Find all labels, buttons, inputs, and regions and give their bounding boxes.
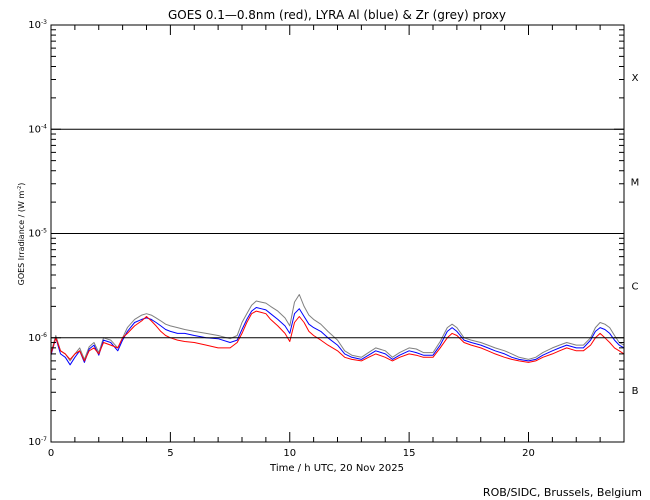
credit-text: ROB/SIDC, Brussels, Belgium: [483, 486, 642, 499]
y-tick-label-4: 10-7: [28, 436, 47, 448]
y-axis-label-main: GOES Irradiance / (W m: [17, 191, 26, 286]
x-tick-label-3: 15: [403, 448, 416, 459]
x-axis-label: Time / h UTC, 20 Nov 2025: [269, 463, 404, 474]
x-tick-label-1: 5: [167, 448, 173, 459]
series-layer: [50, 294, 625, 366]
y-axis-label: GOES Irradiance / (W m-2): [17, 183, 26, 286]
series-line-2: [50, 294, 625, 362]
series-line-0: [50, 310, 625, 363]
y-axis-ticks: 10-3 10-4 10-5 10-6 10-7: [28, 19, 624, 448]
x-tick-label-2: 10: [283, 448, 296, 459]
flare-class-labels: X M C B: [631, 73, 640, 397]
chart-title: GOES 0.1—0.8nm (red), LYRA Al (blue) & Z…: [168, 8, 506, 22]
x-tick-label-0: 0: [48, 448, 54, 459]
x-axis-ticks: 0 5 10 15 20: [48, 25, 625, 459]
flare-class-label-b: B: [632, 386, 639, 397]
y-tick-label-0: 10-3: [28, 19, 47, 31]
y-tick-label-2: 10-5: [28, 228, 47, 240]
y-tick-label-1: 10-4: [28, 123, 47, 135]
y-tick-label-3: 10-6: [28, 332, 47, 344]
flare-class-label-m: M: [631, 177, 640, 188]
y-axis-label-sup: -2: [17, 186, 23, 191]
y-axis-label-close: ): [17, 183, 26, 186]
flare-class-label-x: X: [632, 73, 639, 84]
x-tick-label-4: 20: [522, 448, 535, 459]
flare-class-label-c: C: [632, 282, 639, 293]
flare-threshold-lines: [51, 128, 624, 339]
